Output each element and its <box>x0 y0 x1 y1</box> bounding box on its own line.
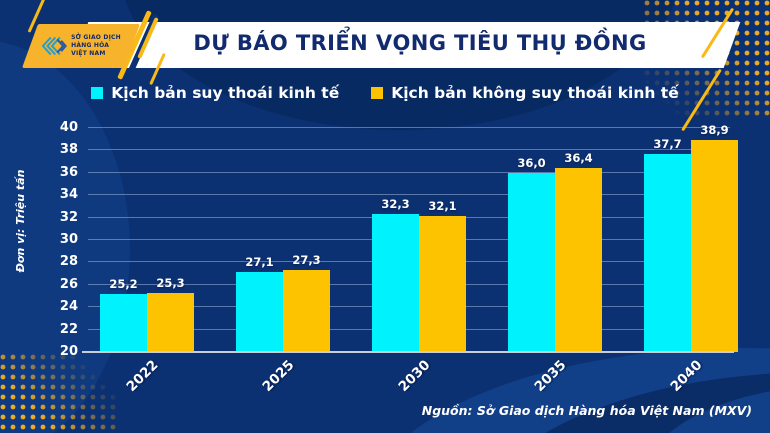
bar-value-label: 36,4 <box>564 151 593 166</box>
legend-swatch <box>91 87 104 99</box>
y-tick-label: 34 <box>59 187 78 203</box>
bar <box>100 293 147 352</box>
bar <box>555 168 602 352</box>
bar-group: 25,2 25,3 2022 <box>100 276 194 395</box>
x-axis-line <box>82 351 734 353</box>
y-tick-label: 30 <box>59 232 78 247</box>
bar-value-label: 27,3 <box>292 253 321 268</box>
y-axis-tick-labels: 20 22 24 26 28 30 32 34 36 38 40 <box>38 120 78 359</box>
bar <box>691 140 738 352</box>
y-axis-unit-label: Đơn vị: Triệu tấn <box>14 169 27 273</box>
mxv-chevron-icon <box>41 36 68 56</box>
y-tick-label: 32 <box>59 209 78 225</box>
mxv-logo-text: SỞ GIAO DỊCH HÀNG HÓA VIỆT NAM <box>71 34 121 58</box>
bar-with-label: 27,1 <box>236 255 283 352</box>
bar-value-label: 27,1 <box>245 255 274 270</box>
legend-label: Kịch bản không suy thoái kinh tế <box>391 84 679 102</box>
bar <box>147 292 194 352</box>
bar-value-label: 32,1 <box>428 199 457 214</box>
y-tick-label: 26 <box>59 276 78 292</box>
bar-with-label: 36,4 <box>555 151 602 352</box>
bar <box>372 214 419 352</box>
chart-legend: Kịch bản suy thoái kinh tế Kịch bản không… <box>0 84 770 102</box>
legend-label: Kịch bản suy thoái kinh tế <box>111 84 340 102</box>
plot-area: 25,2 25,3 2022 27,1 27,3 2025 32,3 32,1 2030 36,0… <box>82 123 740 395</box>
bar-with-label: 38,9 <box>691 123 738 352</box>
bar-with-label: 27,3 <box>283 253 330 352</box>
y-tick-label: 40 <box>59 120 78 135</box>
bar-group: 37,7 38,9 2040 <box>644 123 738 395</box>
bar-with-label: 32,1 <box>419 199 466 352</box>
x-tick-label: 2035 <box>531 357 570 395</box>
bar-value-label: 36,0 <box>517 155 546 170</box>
bar-value-label: 32,3 <box>381 197 410 212</box>
bar-with-label: 36,0 <box>508 156 555 352</box>
source-note: Nguồn: Sở Giao dịch Hàng hóa Việt Nam (M… <box>421 403 752 418</box>
bar-with-label: 32,3 <box>372 197 419 352</box>
mxv-logo-line: HÀNG HÓA <box>71 41 110 49</box>
x-tick-label: 2022 <box>123 357 162 395</box>
bar <box>283 270 330 352</box>
bar-value-label: 25,2 <box>109 276 138 291</box>
bar <box>644 153 691 352</box>
x-tick-label: 2030 <box>395 357 434 395</box>
x-tick-label: 2025 <box>259 357 298 395</box>
bar-value-label: 25,3 <box>156 275 185 290</box>
page-title: DỰ BÁO TRIỂN VỌNG TIÊU THỤ ĐỒNG <box>193 31 647 55</box>
mxv-logo-line: VIỆT NAM <box>71 50 106 58</box>
y-tick-label: 36 <box>59 164 78 180</box>
bar <box>419 216 466 352</box>
y-tick-label: 38 <box>59 142 78 158</box>
bar-with-label: 37,7 <box>644 137 691 352</box>
bar <box>508 172 555 352</box>
mxv-logo-line: SỞ GIAO DỊCH <box>71 33 121 41</box>
x-tick-label: 2040 <box>667 357 706 395</box>
bar-group: 36,0 36,4 2035 <box>508 151 602 395</box>
gridline <box>88 194 730 196</box>
y-tick-label: 28 <box>59 254 78 270</box>
gridline <box>88 149 730 151</box>
mxv-logo: SỞ GIAO DỊCH HÀNG HÓA VIỆT NAM <box>21 24 141 68</box>
bar-value-label: 37,7 <box>653 136 682 151</box>
bar-with-label: 25,3 <box>147 276 194 352</box>
bar-value-label: 38,9 <box>700 123 729 138</box>
legend-item: Kịch bản không suy thoái kinh tế <box>371 84 679 102</box>
bar-group: 32,3 32,1 2030 <box>372 197 466 395</box>
y-tick-label: 24 <box>59 299 78 315</box>
bar-with-label: 25,2 <box>100 277 147 352</box>
dot-pattern-bottom-left <box>0 352 118 433</box>
gridline <box>88 171 730 173</box>
y-tick-label: 22 <box>59 321 78 337</box>
legend-item: Kịch bản suy thoái kinh tế <box>91 84 339 102</box>
y-tick-label: 20 <box>59 344 78 359</box>
bar-groups: 25,2 25,3 2022 27,1 27,3 2025 32,3 32,1 2030 36,0… <box>88 123 740 395</box>
bar <box>236 272 283 352</box>
bar-group: 27,1 27,3 2025 <box>236 253 330 395</box>
legend-swatch <box>371 87 384 99</box>
